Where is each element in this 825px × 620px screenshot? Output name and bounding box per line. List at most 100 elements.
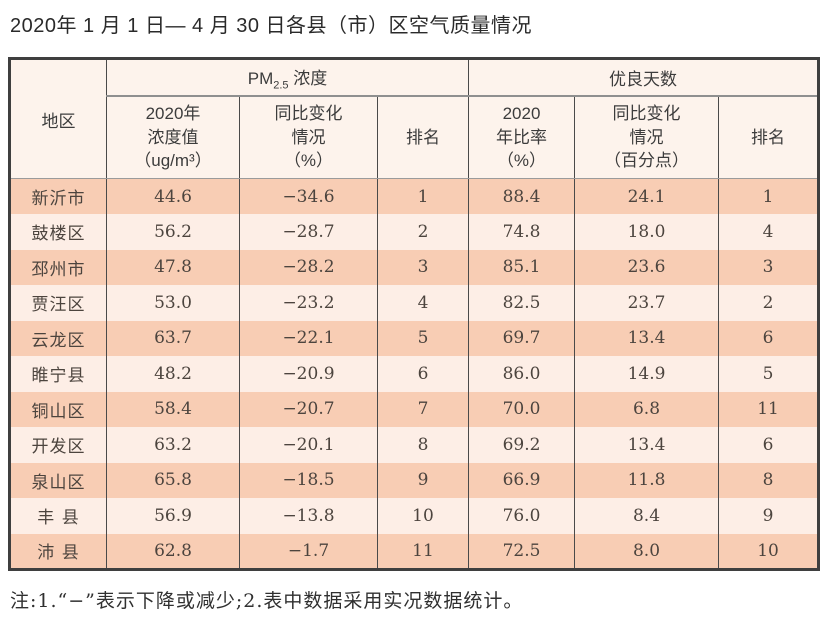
good-rank-cell: 8 <box>717 462 820 498</box>
pm-value-cell: 48.2 <box>106 356 240 392</box>
good-change-cell: 8.4 <box>574 498 719 534</box>
good-rank-cell: 4 <box>717 214 820 250</box>
table-row: 丰 县 56.9 −13.8 10 76.0 8.4 9 <box>9 498 820 534</box>
pm-change-cell: −18.5 <box>239 462 378 498</box>
pm-value-cell: 65.8 <box>106 462 240 498</box>
good-change-cell: 23.7 <box>574 285 719 321</box>
pm-suffix-label: 浓度 <box>288 68 328 88</box>
header-pm-value: 2020年 浓度值 （ug/m³） <box>106 95 240 179</box>
good-change-cell: 13.4 <box>574 427 719 463</box>
pm-value-cell: 44.6 <box>106 178 240 214</box>
table-row: 贾汪区 53.0 −23.2 4 82.5 23.7 2 <box>9 285 820 321</box>
good-ratio-cell: 74.8 <box>468 214 575 250</box>
pm-change-cell: −28.2 <box>239 249 378 285</box>
pm-rank-cell: 8 <box>377 427 469 463</box>
good-ratio-cell: 76.0 <box>468 498 575 534</box>
pm-change-cell: −20.1 <box>239 427 378 463</box>
header-region: 地区 <box>9 58 107 179</box>
header-pm-change: 同比变化 情况 （%） <box>239 95 378 179</box>
good-change-cell: 24.1 <box>574 178 719 214</box>
region-cell: 贾汪区 <box>9 285 107 321</box>
good-ratio-cell: 88.4 <box>468 178 575 214</box>
good-rank-cell: 1 <box>717 178 820 214</box>
good-rank-cell: 2 <box>717 285 820 321</box>
table-row: 沛 县 62.8 −1.7 11 72.5 8.0 10 <box>9 533 820 569</box>
region-cell: 云龙区 <box>9 320 107 356</box>
table-row: 铜山区 58.4 −20.7 7 70.0 6.8 11 <box>9 391 820 427</box>
pm-rank-cell: 7 <box>377 391 469 427</box>
header-good-change: 同比变化 情况 （百分点） <box>574 95 719 179</box>
good-change-cell: 23.6 <box>574 249 719 285</box>
region-cell: 泉山区 <box>9 462 107 498</box>
footnote: 注:1.“−”表示下降或减少;2.表中数据采用实况数据统计。 <box>10 590 524 612</box>
pm-value-cell: 63.7 <box>106 320 240 356</box>
pm-value-cell: 56.9 <box>106 498 240 534</box>
good-rank-cell: 3 <box>717 249 820 285</box>
good-ratio-cell: 72.5 <box>468 533 575 569</box>
pm-rank-cell: 10 <box>377 498 469 534</box>
table-body: 新沂市 44.6 −34.6 1 88.4 24.1 1 鼓楼区 56.2 −2… <box>9 178 820 569</box>
pm-rank-cell: 6 <box>377 356 469 392</box>
header-good-rank: 排名 <box>717 95 820 179</box>
header-sub-row: 2020年 浓度值 （ug/m³） 同比变化 情况 （%） 排名 2020 年比… <box>10 95 820 179</box>
pm-value-cell: 58.4 <box>106 391 240 427</box>
pm-change-cell: −1.7 <box>239 533 378 569</box>
region-cell: 开发区 <box>9 427 107 463</box>
table-row: 邳州市 47.8 −28.2 3 85.1 23.6 3 <box>9 249 820 285</box>
pm-change-cell: −22.1 <box>239 320 378 356</box>
good-ratio-cell: 86.0 <box>468 356 575 392</box>
table-row: 睢宁县 48.2 −20.9 6 86.0 14.9 5 <box>9 356 820 392</box>
good-ratio-cell: 82.5 <box>468 285 575 321</box>
region-cell: 邳州市 <box>9 249 107 285</box>
pm-value-cell: 47.8 <box>106 249 240 285</box>
good-ratio-cell: 70.0 <box>468 391 575 427</box>
page-title: 2020年 1 月 1 日— 4 月 30 日各县（市）区空气质量情况 <box>10 15 533 37</box>
header-good-ratio: 2020 年比率 （%） <box>468 95 575 179</box>
pm-value-cell: 62.8 <box>106 533 240 569</box>
header-group-row: 地区 PM2.5 浓度 优良天数 <box>9 58 820 179</box>
pm-change-cell: −23.2 <box>239 285 378 321</box>
header-good-days-group: 优良天数 <box>467 58 820 97</box>
good-ratio-cell: 69.7 <box>468 320 575 356</box>
good-rank-cell: 5 <box>717 356 820 392</box>
region-cell: 丰 县 <box>9 498 107 534</box>
good-change-cell: 18.0 <box>574 214 719 250</box>
pm-label: PM <box>247 68 274 88</box>
good-rank-cell: 6 <box>717 427 820 463</box>
good-rank-cell: 10 <box>717 533 820 569</box>
good-change-cell: 14.9 <box>574 356 719 392</box>
region-cell: 鼓楼区 <box>9 214 107 250</box>
air-quality-table: 地区 PM2.5 浓度 优良天数 2020年 浓度值 （ug/m³） 同比变化 … <box>8 57 821 571</box>
pm-value-cell: 56.2 <box>106 214 240 250</box>
pm-rank-cell: 9 <box>377 462 469 498</box>
good-rank-cell: 6 <box>717 320 820 356</box>
region-cell: 铜山区 <box>9 391 107 427</box>
header-pm-rank: 排名 <box>377 95 469 179</box>
region-cell: 睢宁县 <box>9 356 107 392</box>
pm-change-cell: −34.6 <box>239 178 378 214</box>
pm-rank-cell: 4 <box>377 285 469 321</box>
good-rank-cell: 11 <box>717 391 820 427</box>
good-rank-cell: 9 <box>717 498 820 534</box>
pm-value-cell: 53.0 <box>106 285 240 321</box>
pm-rank-cell: 5 <box>377 320 469 356</box>
pm-value-cell: 63.2 <box>106 427 240 463</box>
pm-change-cell: −28.7 <box>239 214 378 250</box>
table-row: 新沂市 44.6 −34.6 1 88.4 24.1 1 <box>9 178 820 214</box>
pm-change-cell: −13.8 <box>239 498 378 534</box>
good-change-cell: 13.4 <box>574 320 719 356</box>
pm-rank-cell: 2 <box>377 214 469 250</box>
pm-rank-cell: 3 <box>377 249 469 285</box>
pm-change-cell: −20.7 <box>239 391 378 427</box>
good-change-cell: 8.0 <box>574 533 719 569</box>
table-row: 泉山区 65.8 −18.5 9 66.9 11.8 8 <box>9 462 820 498</box>
header-pm25-group: PM2.5 浓度 <box>106 58 469 97</box>
pm-rank-cell: 1 <box>377 178 469 214</box>
region-cell: 新沂市 <box>9 178 107 214</box>
good-ratio-cell: 69.2 <box>468 427 575 463</box>
good-ratio-cell: 85.1 <box>468 249 575 285</box>
region-cell: 沛 县 <box>9 533 107 569</box>
table-row: 鼓楼区 56.2 −28.7 2 74.8 18.0 4 <box>9 214 820 250</box>
good-change-cell: 6.8 <box>574 391 719 427</box>
